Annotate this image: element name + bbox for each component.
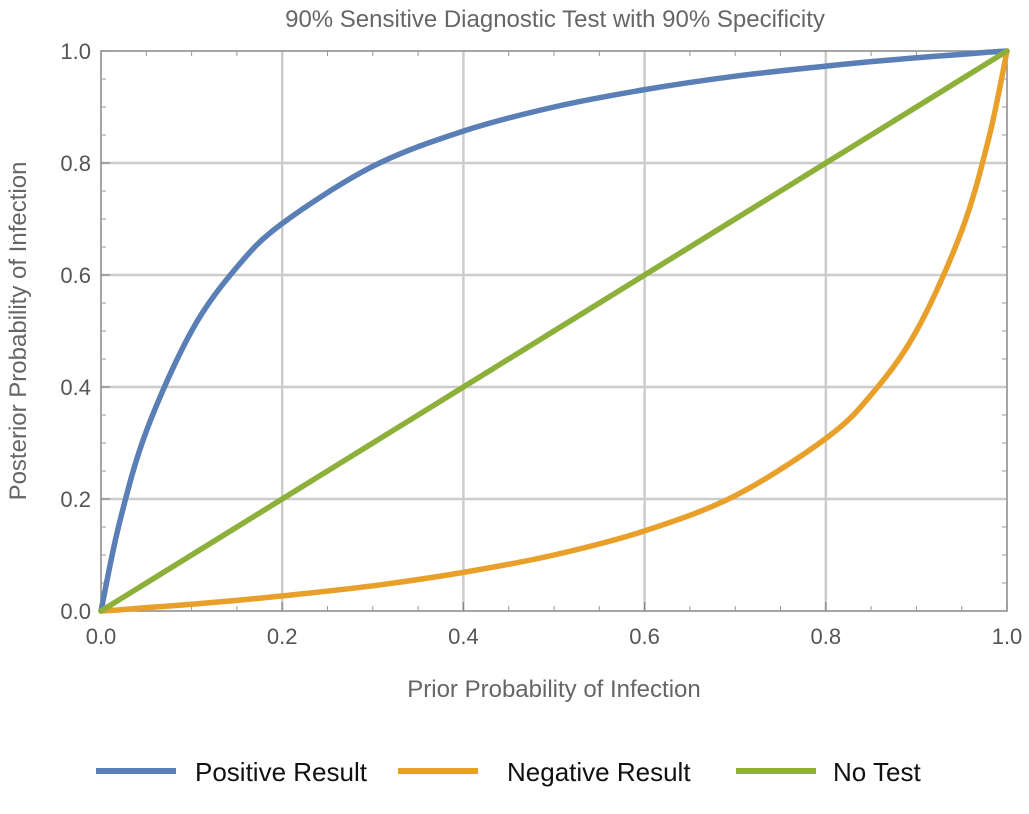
- y-tick-label: 0.2: [60, 487, 91, 512]
- x-tick-label: 1.0: [992, 624, 1023, 649]
- series-line-negative-result: [98, 48, 1010, 614]
- x-tick-label: 0.4: [448, 624, 479, 649]
- x-tick-label: 0.6: [629, 624, 660, 649]
- y-tick-label: 0.6: [60, 263, 91, 288]
- legend: Positive Result Negative Result No Test: [96, 757, 921, 787]
- series-lines: [98, 48, 1010, 614]
- y-tick-label: 1.0: [60, 39, 91, 64]
- x-tick-label: 0.0: [86, 624, 117, 649]
- grid-lines: [101, 51, 1007, 611]
- x-tick-labels: 0.0 0.2 0.4 0.6 0.8 1.0: [86, 624, 1023, 649]
- x-tick-label: 0.2: [267, 624, 298, 649]
- legend-label-positive-result: Positive Result: [195, 757, 368, 787]
- y-tick-label: 0.8: [60, 151, 91, 176]
- x-axis-title: Prior Probability of Infection: [407, 676, 700, 703]
- legend-label-no-test: No Test: [833, 757, 921, 787]
- series-line-no-test: [98, 48, 1010, 614]
- y-axis-title: Posterior Probability of Infection: [5, 162, 32, 501]
- x-tick-label: 0.8: [811, 624, 842, 649]
- y-tick-label: 0.0: [60, 599, 91, 624]
- chart-title: 90% Sensitive Diagnostic Test with 90% S…: [285, 6, 825, 33]
- series-line-positive-result: [98, 48, 1010, 614]
- legend-label-negative-result: Negative Result: [507, 757, 691, 787]
- y-tick-label: 0.4: [60, 375, 91, 400]
- y-tick-labels: 0.0 0.2 0.4 0.6 0.8 1.0: [60, 39, 91, 624]
- minor-ticks: [100, 50, 1008, 612]
